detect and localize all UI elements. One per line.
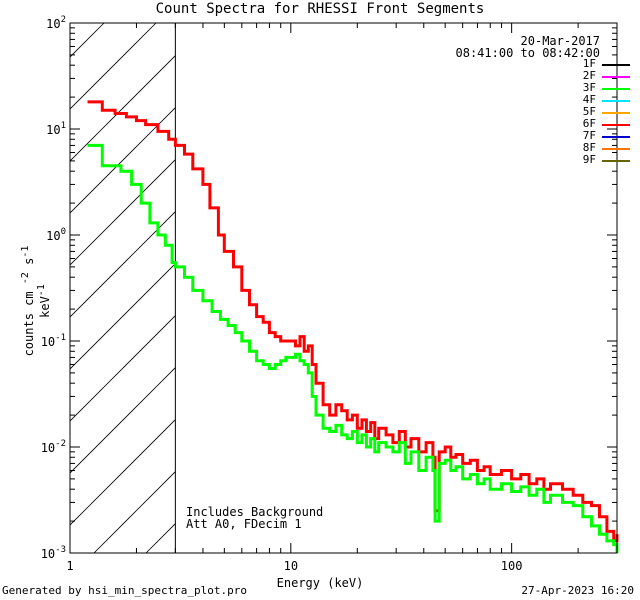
- hatch-line: [70, 263, 176, 370]
- y-unit-s: s: [22, 257, 36, 265]
- legend-swatch: [602, 76, 630, 78]
- legend-swatch: [602, 148, 630, 150]
- plot-frame: [69, 22, 618, 554]
- hatch-line: [70, 55, 176, 162]
- legend-swatch: [602, 88, 630, 90]
- hatch-line: [70, 211, 176, 318]
- legend-item: 2F: [560, 70, 630, 82]
- hatched-region: [70, 23, 176, 553]
- x-tick-label: 1: [66, 559, 73, 573]
- footer-generated-by: Generated by hsi_min_spectra_plot.pro: [2, 584, 248, 597]
- legend-item: 4F: [560, 94, 630, 106]
- legend-item: 3F: [560, 82, 630, 94]
- legend-swatch: [602, 160, 630, 162]
- note-attenuator: Att A0, FDecim 1: [186, 517, 302, 531]
- legend-item: 9F: [560, 154, 630, 166]
- legend-item: 6F: [560, 118, 630, 130]
- legend-item: 7F: [560, 130, 630, 142]
- y-axis-label-text: counts cm: [22, 291, 36, 357]
- x-tick-label: 10: [284, 559, 298, 573]
- legend-swatch: [602, 136, 630, 138]
- series-3F: [87, 143, 619, 553]
- legend-swatch: [602, 100, 630, 102]
- time-range: 08:41:00 to 08:42:00: [455, 46, 601, 60]
- legend-label: 7F: [582, 129, 596, 142]
- legend-label: 2F: [582, 69, 596, 82]
- footer-timestamp: 27-Apr-2023 16:20: [521, 584, 634, 597]
- y-unit-exp-1: -2: [20, 272, 31, 285]
- legend-item: 5F: [560, 106, 630, 118]
- y-axis-label: counts cm -2 s-1 keV-1: [20, 231, 52, 371]
- chart-title: Count Spectra for RHESSI Front Segments: [155, 1, 485, 17]
- x-axis-label: Energy (keV): [276, 576, 364, 590]
- legend-label: 1F: [582, 57, 596, 70]
- y-tick-label: 10-1: [41, 333, 66, 349]
- legend-item: 8F: [560, 142, 630, 154]
- legend-swatch: [602, 64, 630, 66]
- y-tick-label: 10-3: [41, 545, 66, 561]
- legend-label: 8F: [582, 141, 596, 154]
- legend-label: 4F: [582, 93, 596, 106]
- observation-date: 20-Mar-2017: [520, 34, 600, 48]
- x-tick-label: 100: [501, 559, 523, 573]
- legend-label: 5F: [582, 105, 596, 118]
- legend-label: 6F: [582, 117, 596, 130]
- hatch-line: [70, 107, 176, 214]
- y-unit-kev: keV: [38, 296, 52, 318]
- legend-label: 9F: [582, 153, 596, 166]
- hatch-line: [70, 367, 176, 474]
- legend-swatch: [602, 112, 630, 114]
- y-tick-label: 100: [46, 227, 66, 243]
- series-6F: [87, 100, 619, 543]
- legend-swatch: [602, 124, 630, 126]
- y-tick-label: 102: [46, 15, 66, 31]
- y-unit-exp-2: -1: [20, 245, 31, 258]
- y-tick-label: 10-2: [41, 439, 66, 455]
- hatch-line: [70, 419, 176, 526]
- legend-label: 3F: [582, 81, 596, 94]
- note-background: Includes Background: [186, 505, 324, 519]
- legend-item: 1F: [560, 58, 630, 70]
- y-tick-label: 101: [46, 121, 66, 137]
- hatch-line: [93, 471, 176, 553]
- y-unit-exp-3: -1: [36, 284, 47, 297]
